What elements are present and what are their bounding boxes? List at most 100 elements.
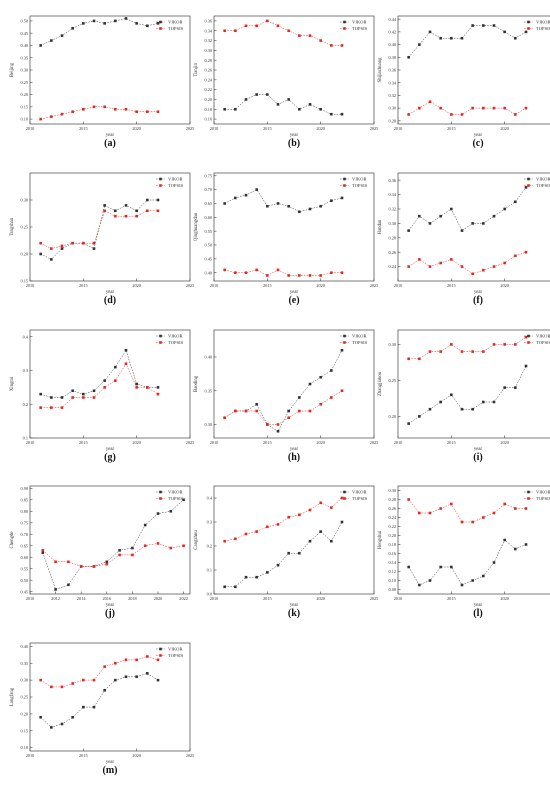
y-tick-label: 0.34 (388, 80, 396, 85)
data-point-topsis (92, 678, 96, 682)
data-point-vikor (319, 375, 322, 379)
data-point-vikor (82, 392, 85, 396)
y-tick-label: 0.2 (207, 544, 212, 549)
data-point-topsis (407, 113, 410, 116)
x-tick-label: 2022 (179, 596, 188, 601)
data-point-topsis (92, 565, 96, 568)
x-tick-label: 2015 (79, 753, 88, 758)
plot-frame (29, 172, 191, 282)
data-point-vikor (114, 19, 117, 23)
data-point-vikor (482, 400, 485, 404)
x-tick-label: 2020 (500, 126, 509, 131)
data-point-vikor (60, 722, 64, 726)
data-point-vikor (524, 30, 528, 34)
data-point-vikor (492, 24, 496, 27)
legend-swatch-marker (159, 177, 162, 181)
data-point-topsis (156, 658, 160, 662)
y-tick-label: 0.28 (388, 497, 396, 502)
data-point-vikor (308, 207, 312, 211)
data-point-vikor (492, 214, 496, 218)
x-tick-label: 2010 (394, 596, 403, 601)
data-point-topsis (234, 29, 237, 33)
data-point-topsis (439, 261, 442, 265)
data-point-topsis (514, 254, 517, 258)
data-point-vikor (503, 207, 506, 211)
y-tick-label: 0.0 (207, 592, 212, 597)
x-axis-label: year (290, 133, 299, 138)
data-point-vikor (439, 400, 442, 404)
data-point-vikor (340, 112, 344, 116)
data-point-topsis (330, 271, 333, 274)
data-point-vikor (407, 565, 410, 569)
x-tick-label: 2020 (316, 283, 325, 288)
data-point-vikor (50, 258, 53, 261)
data-point-topsis (71, 241, 74, 245)
data-point-vikor (514, 386, 517, 389)
data-point-vikor (319, 107, 322, 111)
data-point-topsis (244, 532, 248, 536)
x-tick-label: 2010 (394, 283, 403, 288)
data-point-topsis (308, 409, 312, 413)
data-point-topsis (82, 396, 85, 399)
x-tick-label: 2020 (316, 440, 325, 445)
x-tick-label: 2010 (210, 596, 219, 601)
data-point-topsis (319, 402, 322, 406)
x-axis-label: year (106, 447, 115, 452)
data-point-vikor (471, 24, 474, 27)
legend-label: TOPSIS (352, 26, 368, 31)
data-point-vikor (330, 539, 333, 543)
panel-label: (a) (104, 138, 116, 149)
data-point-vikor (135, 209, 138, 213)
y-tick-label: 0.25 (20, 80, 28, 85)
y-tick-label: 0.25 (20, 225, 28, 230)
y-axis-label: Xingtai (10, 376, 15, 391)
x-tick-label: 2025 (370, 596, 379, 601)
data-point-vikor (67, 583, 70, 587)
data-point-vikor (514, 200, 517, 204)
data-point-vikor (407, 229, 410, 232)
y-tick-label: 0.36 (204, 19, 212, 24)
y-tick-label: 0.50 (20, 19, 28, 24)
legend-swatch-marker (527, 177, 530, 181)
y-tick-label: 0.80 (20, 509, 28, 514)
data-point-vikor (492, 561, 496, 564)
x-tick-label: 2015 (447, 283, 456, 288)
data-point-topsis (266, 423, 269, 426)
data-point-topsis (492, 343, 496, 346)
y-axis-label: Shijiazhuang (378, 57, 383, 83)
x-tick-label: 2010 (26, 753, 35, 758)
y-tick-label: 0.16 (204, 117, 212, 122)
data-point-vikor (114, 365, 117, 369)
x-tick-label: 2015 (263, 440, 272, 445)
data-point-topsis (39, 241, 42, 245)
data-point-vikor (105, 560, 109, 564)
data-point-topsis (223, 29, 226, 33)
legend-label: VIKOR (168, 177, 183, 182)
data-point-topsis (482, 516, 485, 519)
legend-swatch-marker (527, 20, 530, 24)
y-tick-label: 0.30 (388, 221, 396, 226)
data-point-topsis (503, 502, 506, 506)
data-point-vikor (287, 409, 290, 413)
data-point-topsis (223, 416, 226, 420)
y-tick-label: 0.28 (204, 58, 212, 63)
legend-label: VIKOR (168, 20, 183, 25)
data-point-topsis (503, 343, 506, 346)
data-point-topsis (114, 379, 117, 382)
series-line-topsis (408, 251, 527, 275)
plot-frame (397, 329, 550, 439)
panel-label: (d) (104, 295, 116, 306)
series-line-topsis (40, 656, 159, 688)
x-tick-label: 2010 (210, 283, 219, 288)
data-point-topsis (439, 350, 442, 353)
x-tick-label: 2015 (447, 596, 456, 601)
data-point-topsis (266, 19, 269, 23)
data-point-topsis (223, 539, 226, 543)
data-point-topsis (503, 106, 506, 110)
y-tick-label: 0.1 (23, 436, 28, 441)
legend-swatch-marker (159, 654, 162, 657)
panel-label: (g) (104, 452, 116, 463)
x-tick-label: 2025 (370, 283, 379, 288)
data-point-vikor (450, 207, 453, 211)
legend-swatch-marker (527, 497, 530, 500)
